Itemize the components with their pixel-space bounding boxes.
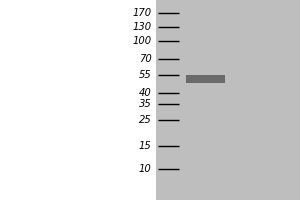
Text: 70: 70 [139, 54, 152, 64]
Text: 15: 15 [139, 141, 152, 151]
Text: 170: 170 [132, 8, 152, 18]
Text: 35: 35 [139, 99, 152, 109]
Bar [186, 75, 225, 83]
Text: 130: 130 [132, 22, 152, 32]
Text: 10: 10 [139, 164, 152, 174]
Text: 55: 55 [139, 70, 152, 80]
Text: 100: 100 [132, 36, 152, 46]
Text: 25: 25 [139, 115, 152, 125]
Bar [156, 0, 300, 200]
Text: 40: 40 [139, 88, 152, 98]
